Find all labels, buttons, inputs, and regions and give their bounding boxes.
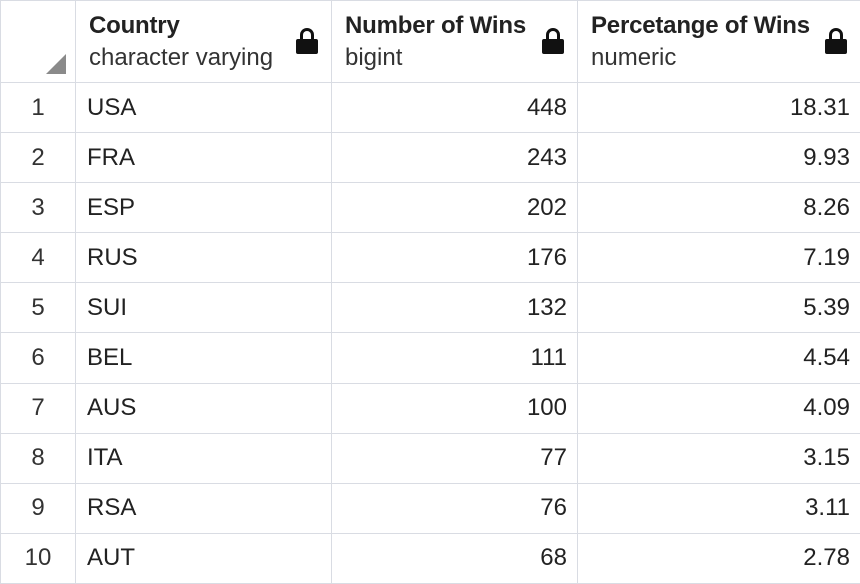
cell-number-of-wins[interactable]: 100 xyxy=(331,382,578,434)
cell-number-of-wins[interactable]: 448 xyxy=(331,81,578,134)
table-row: 6 BEL 111 4.54 xyxy=(0,332,860,384)
cell-country[interactable]: AUT xyxy=(75,532,332,584)
row-number[interactable]: 4 xyxy=(0,232,76,284)
row-number[interactable]: 3 xyxy=(0,182,76,234)
table-row: 5 SUI 132 5.39 xyxy=(0,282,860,334)
table-row: 8 ITA 77 3.15 xyxy=(0,432,860,484)
column-type: numeric xyxy=(591,44,677,71)
cell-number-of-wins[interactable]: 111 xyxy=(331,332,578,384)
cell-number-of-wins[interactable]: 76 xyxy=(331,482,578,534)
cell-percentage-of-wins[interactable]: 4.54 xyxy=(577,332,860,384)
table-row: 3 ESP 202 8.26 xyxy=(0,182,860,234)
cell-percentage-of-wins[interactable]: 3.15 xyxy=(577,432,860,484)
cell-country[interactable]: AUS xyxy=(75,382,332,434)
table-row: 7 AUS 100 4.09 xyxy=(0,382,860,434)
cell-percentage-of-wins[interactable]: 2.78 xyxy=(577,532,860,584)
cell-percentage-of-wins[interactable]: 9.93 xyxy=(577,132,860,184)
row-number[interactable]: 10 xyxy=(0,532,76,584)
cell-number-of-wins[interactable]: 132 xyxy=(331,282,578,334)
column-header-country[interactable]: Country character varying xyxy=(75,0,332,83)
cell-number-of-wins[interactable]: 68 xyxy=(331,532,578,584)
cell-country[interactable]: FRA xyxy=(75,132,332,184)
row-number[interactable]: 6 xyxy=(0,332,76,384)
cell-percentage-of-wins[interactable]: 18.31 xyxy=(577,81,860,134)
cell-percentage-of-wins[interactable]: 8.26 xyxy=(577,182,860,234)
cell-number-of-wins[interactable]: 202 xyxy=(331,182,578,234)
table-row: 1 USA 448 18.31 xyxy=(0,81,860,134)
header-row: Country character varying Number of Wins… xyxy=(0,0,860,83)
column-name: Percetange of Wins xyxy=(591,12,810,39)
table-row: 2 FRA 243 9.93 xyxy=(0,132,860,184)
cell-percentage-of-wins[interactable]: 7.19 xyxy=(577,232,860,284)
column-type: character varying xyxy=(89,44,274,71)
column-name: Country xyxy=(89,12,180,39)
row-number[interactable]: 2 xyxy=(0,132,76,184)
table-row: 4 RUS 176 7.19 xyxy=(0,232,860,284)
row-number[interactable]: 9 xyxy=(0,482,76,534)
cell-country[interactable]: ITA xyxy=(75,432,332,484)
cell-country[interactable]: BEL xyxy=(75,332,332,384)
row-number[interactable]: 8 xyxy=(0,432,76,484)
cell-number-of-wins[interactable]: 77 xyxy=(331,432,578,484)
lock-icon xyxy=(542,28,564,54)
column-header-percentage-of-wins[interactable]: Percetange of Wins numeric xyxy=(577,0,860,83)
row-number[interactable]: 7 xyxy=(0,382,76,434)
select-all-triangle-icon xyxy=(46,54,66,74)
cell-percentage-of-wins[interactable]: 3.11 xyxy=(577,482,860,534)
cell-percentage-of-wins[interactable]: 4.09 xyxy=(577,382,860,434)
table-row: 10 AUT 68 2.78 xyxy=(0,532,860,584)
table-row: 9 RSA 76 3.11 xyxy=(0,482,860,534)
cell-country[interactable]: RSA xyxy=(75,482,332,534)
lock-icon xyxy=(825,28,847,54)
cell-number-of-wins[interactable]: 176 xyxy=(331,232,578,284)
row-number[interactable]: 5 xyxy=(0,282,76,334)
cell-country[interactable]: RUS xyxy=(75,232,332,284)
cell-country[interactable]: USA xyxy=(75,81,332,134)
column-header-number-of-wins[interactable]: Number of Wins bigint xyxy=(331,0,578,83)
cell-country[interactable]: SUI xyxy=(75,282,332,334)
column-type: bigint xyxy=(345,44,403,71)
cell-country[interactable]: ESP xyxy=(75,182,332,234)
column-name: Number of Wins xyxy=(345,12,526,39)
cell-percentage-of-wins[interactable]: 5.39 xyxy=(577,282,860,334)
select-all-corner[interactable] xyxy=(0,0,76,83)
lock-icon xyxy=(296,28,318,54)
row-number[interactable]: 1 xyxy=(0,81,76,134)
cell-number-of-wins[interactable]: 243 xyxy=(331,132,578,184)
